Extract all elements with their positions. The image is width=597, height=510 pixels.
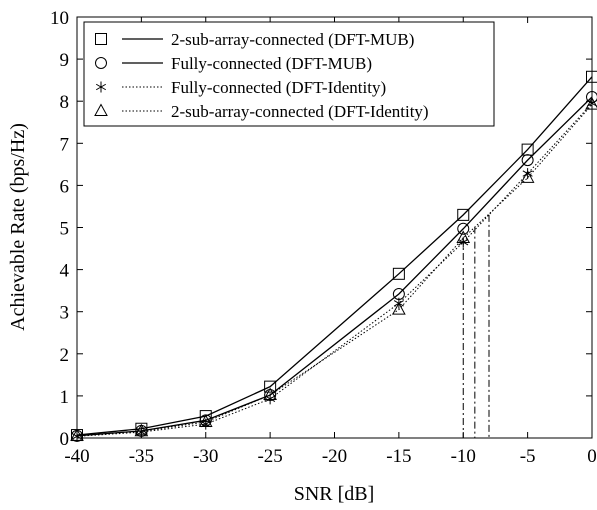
x-tick-label: 0 — [587, 446, 597, 467]
legend: 2-sub-array-connected (DFT-MUB) Fully-con… — [83, 21, 495, 127]
y-tick-label: 10 — [50, 8, 69, 29]
legend-marker-asterisk — [95, 81, 107, 93]
data-point-asterisk — [522, 168, 533, 180]
data-point-circle — [457, 222, 470, 235]
data-point-triangle — [70, 428, 84, 441]
legend-label: Fully-connected (DFT-Identity) — [171, 78, 386, 97]
series-line-2-sub-array-connected-dft-mub — [76, 76, 593, 436]
y-tick-label: 2 — [60, 345, 70, 366]
x-tick-label: -5 — [520, 446, 536, 467]
asterisk-stroke — [586, 100, 597, 107]
data-point-triangle — [456, 230, 471, 244]
legend-label: Fully-connected (DFT-MUB) — [171, 54, 372, 73]
y-tick-label: 8 — [60, 92, 70, 113]
y-tick-label: 1 — [60, 387, 70, 408]
data-point-triangle — [585, 97, 597, 110]
data-point-triangle — [198, 414, 213, 428]
legend-marker-circle — [95, 57, 107, 69]
legend-label: 2-sub-array-connected (DFT-MUB) — [171, 30, 414, 49]
series-lines — [76, 76, 593, 437]
x-axis-label: SNR [dB] — [294, 483, 375, 505]
data-point-circle — [521, 154, 534, 167]
x-tick-label: -15 — [386, 446, 411, 467]
data-point-square — [586, 70, 597, 83]
legend-marker-triangle — [94, 103, 108, 116]
data-point-square — [392, 267, 405, 280]
data-point-triangle — [392, 302, 406, 315]
legend-label: 2-sub-array-connected (DFT-Identity) — [171, 102, 429, 121]
x-axis: -40 -35 -30 -25 -20 -15 -10 -5 0 — [64, 17, 597, 467]
y-tick-label: 0 — [60, 429, 70, 450]
x-tick-label: -20 — [322, 446, 347, 467]
data-point-triangle — [520, 170, 535, 183]
x-tick-label: -25 — [257, 446, 282, 467]
y-tick-label: 7 — [60, 134, 70, 155]
data-point-square — [264, 380, 277, 393]
data-point-square — [457, 208, 470, 221]
series-markers — [70, 70, 597, 442]
y-axis: 0 1 2 3 4 5 6 7 8 9 10 — [50, 8, 592, 450]
series-line-fully-connected-dft-identity — [76, 102, 593, 437]
y-tick-label: 6 — [60, 176, 70, 197]
asterisk-stroke — [265, 395, 276, 403]
asterisk-stroke — [95, 83, 107, 91]
y-tick-label: 3 — [60, 303, 70, 324]
data-point-triangle — [263, 387, 277, 401]
legend-marker-square — [95, 33, 107, 45]
series-line-2-sub-array-connected-dft-identity — [76, 104, 593, 437]
y-tick-label: 4 — [60, 261, 70, 282]
asterisk-stroke — [522, 170, 533, 177]
series-line-fully-connected-dft-mub — [76, 96, 593, 437]
data-point-asterisk — [265, 393, 276, 405]
y-axis-label: Achievable Rate (bps/Hz) — [7, 123, 29, 331]
y-tick-label: 9 — [60, 50, 70, 71]
x-tick-label: -40 — [64, 446, 89, 467]
reference-lines — [462, 214, 490, 438]
y-tick-label: 5 — [60, 219, 70, 240]
x-tick-label: -35 — [129, 446, 154, 467]
x-tick-label: -30 — [193, 446, 218, 467]
x-tick-label: -10 — [451, 446, 476, 467]
